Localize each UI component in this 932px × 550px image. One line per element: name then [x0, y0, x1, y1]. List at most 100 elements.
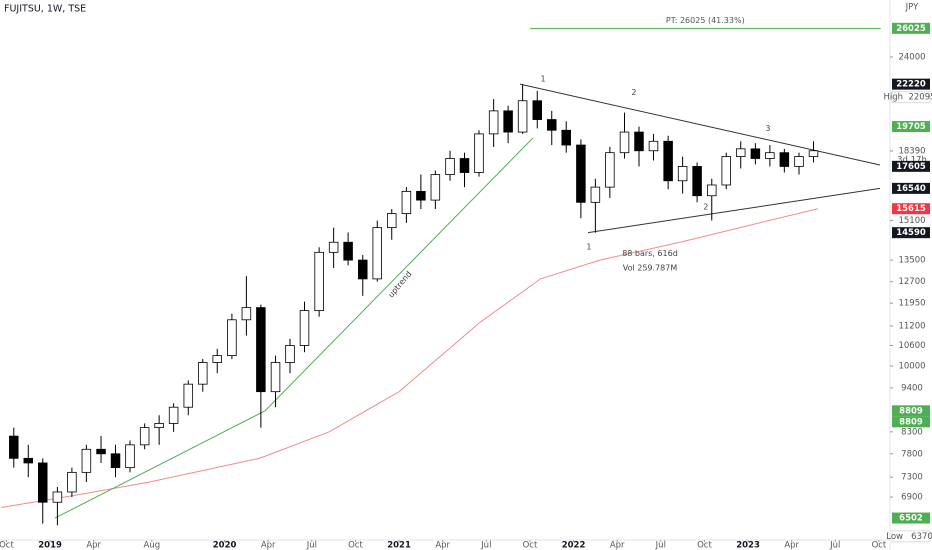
price-tag	[892, 416, 930, 428]
price-tag	[892, 78, 930, 90]
candle-body	[168, 406, 179, 424]
candle-body	[110, 453, 121, 469]
candle-body	[547, 119, 557, 131]
y-tick-label: 10600	[898, 341, 925, 351]
candle-body	[576, 144, 586, 203]
y-tick-label: 6900	[901, 493, 923, 503]
annotation: 3	[765, 124, 770, 133]
x-tick-label: 2021	[387, 541, 411, 550]
candle-body	[735, 148, 746, 157]
candle-body	[401, 190, 412, 214]
target-label: PT: 26025 (41.33%)	[666, 16, 745, 25]
x-tick-label: Apr	[86, 541, 101, 550]
price-tag-label: 15615	[896, 204, 926, 214]
candle-body	[241, 307, 252, 321]
candle-body	[52, 491, 63, 503]
annotation: 2	[703, 202, 708, 211]
price-tag	[892, 203, 930, 215]
price-tag	[892, 160, 930, 172]
candle-body	[648, 140, 659, 152]
price-tag	[892, 182, 930, 194]
y-tick-label: 12700	[898, 277, 925, 287]
annotation: 1	[586, 243, 591, 252]
candle-body	[38, 462, 48, 503]
annotation: 1	[540, 74, 545, 83]
candle-body	[677, 166, 688, 182]
candle-body	[198, 362, 208, 385]
x-tick-label: Oct	[523, 541, 538, 550]
price-tag-label: 22220	[896, 80, 926, 90]
candle-body	[23, 457, 34, 464]
candle-body	[183, 383, 194, 408]
candle-body	[386, 213, 397, 229]
price-tag-label: 26025	[896, 24, 926, 34]
candle-body	[314, 251, 324, 312]
candle-body	[590, 186, 601, 203]
x-tick-label: 2019	[38, 541, 62, 550]
currency: JPY	[905, 3, 919, 13]
x-tick-label: 2023	[736, 541, 760, 550]
countdown: 3d 17h	[897, 155, 927, 165]
candle-body	[765, 152, 775, 159]
candle-body	[67, 471, 77, 493]
candle-body	[343, 241, 353, 261]
candle-body	[358, 259, 368, 280]
y-tick-label: 7800	[901, 449, 923, 459]
price-tag	[892, 22, 930, 34]
candle-body	[692, 166, 702, 197]
trend-line	[54, 137, 534, 519]
price-tag-label: 14590	[896, 228, 926, 238]
candle-body	[154, 423, 164, 429]
moving-average	[1, 208, 818, 508]
x-tick-label: Jul	[306, 541, 317, 550]
trend-line	[587, 187, 881, 234]
candle-body	[808, 150, 819, 157]
annotation: Vol 259.787M	[623, 264, 678, 273]
price-tag-note: Low	[886, 532, 903, 542]
candle-body	[474, 133, 484, 173]
annotation: 2	[631, 88, 636, 97]
candle-body	[372, 227, 383, 280]
candle-body	[721, 156, 731, 186]
candle-body	[619, 131, 630, 154]
price-tag-label: 17605	[896, 162, 926, 172]
candle-body	[459, 158, 470, 173]
candle-body	[445, 158, 455, 175]
y-tick-label: 24000	[898, 52, 925, 62]
price-tag	[891, 530, 931, 543]
candle-body	[707, 184, 717, 197]
candle-body	[750, 148, 761, 159]
candle-body	[81, 448, 92, 473]
candle-body	[779, 152, 790, 167]
y-tick-label: 7300	[901, 473, 923, 483]
x-tick-label: Apr	[784, 541, 799, 550]
candle-body	[605, 152, 615, 188]
price-tag-label: 22095	[908, 93, 932, 103]
x-tick-label: Jul	[480, 541, 491, 550]
candle-body	[561, 129, 571, 146]
annotation: 88 bars, 616d	[622, 249, 678, 258]
price-tag	[892, 405, 930, 417]
candle-body	[96, 448, 106, 455]
candle-body	[139, 427, 150, 446]
candle-body	[430, 174, 441, 201]
candle-body	[503, 110, 513, 133]
price-tag-label: 6502	[899, 514, 923, 524]
y-tick-label: 8300	[901, 427, 923, 437]
candle-body	[663, 140, 673, 182]
x-tick-label: Oct	[348, 541, 363, 550]
candle-body	[532, 100, 543, 120]
price-tag	[892, 227, 930, 239]
x-tick-label: 2020	[213, 541, 237, 550]
price-tag-label: 16540	[896, 184, 926, 194]
y-tick-label: 11950	[898, 299, 925, 309]
price-tag-label: 6370	[911, 532, 932, 542]
y-tick-label: 18390	[898, 146, 925, 156]
chart-title: FUJITSU, 1W, TSE	[4, 4, 86, 15]
x-tick-label: Jul	[655, 541, 666, 550]
trend-line	[519, 83, 881, 166]
candle-body	[285, 345, 295, 363]
candle-body	[227, 319, 237, 357]
